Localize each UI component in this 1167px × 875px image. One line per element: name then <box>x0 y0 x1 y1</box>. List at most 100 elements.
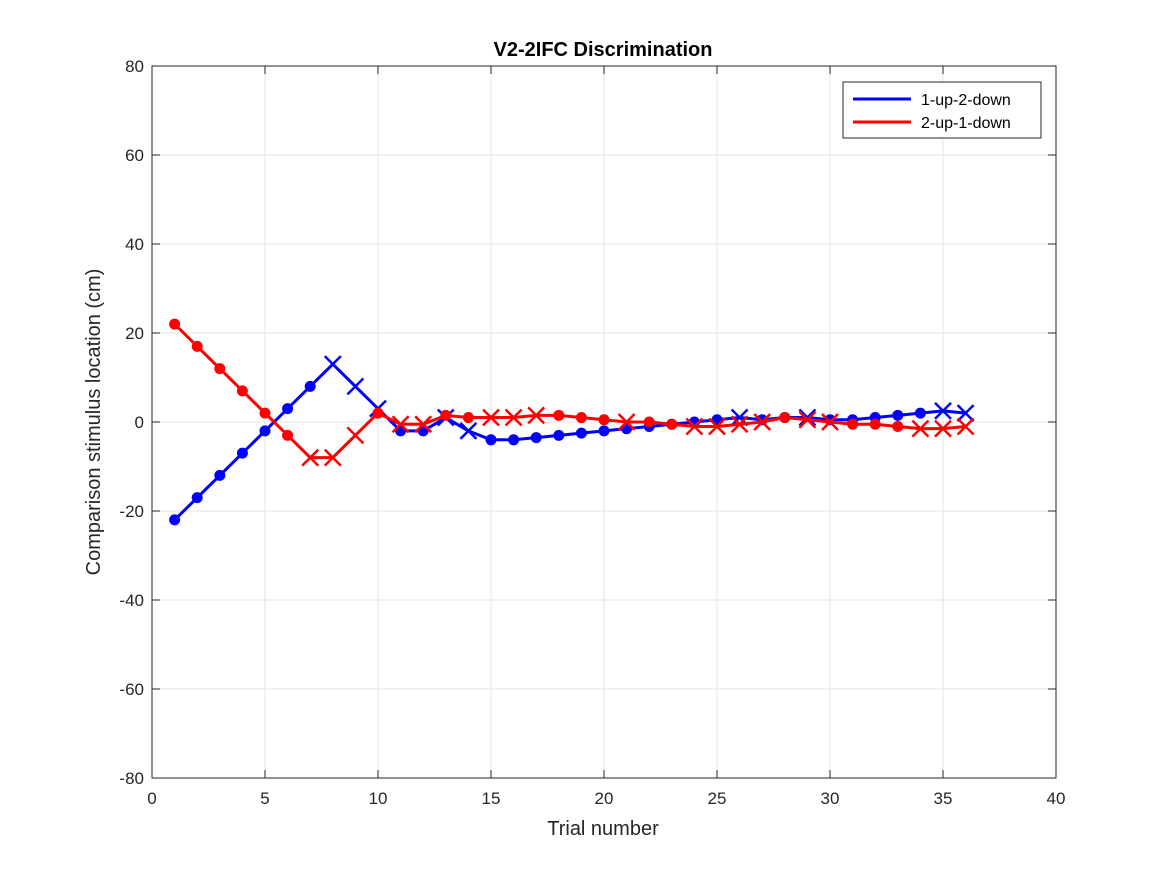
dot-marker <box>191 340 203 352</box>
dot-marker <box>892 409 904 421</box>
y-tick-label: -40 <box>119 591 144 610</box>
cross-marker <box>911 419 930 438</box>
dot-marker <box>191 492 203 504</box>
cross-stroke <box>301 448 320 467</box>
dot-marker <box>847 418 859 430</box>
cross-marker <box>459 422 478 440</box>
cross-stroke <box>685 417 704 436</box>
dot-marker <box>598 425 610 437</box>
x-tick-labels: 0 5 10 15 20 25 30 35 40 <box>147 789 1065 808</box>
dot-marker <box>869 418 881 430</box>
dot-marker <box>259 425 271 437</box>
dot-marker <box>372 407 384 419</box>
cross-marker <box>956 404 975 422</box>
dot-marker <box>214 469 226 481</box>
cross-stroke <box>956 417 975 436</box>
dot-marker <box>282 403 294 415</box>
dot-marker <box>282 429 294 441</box>
x-tick-label: 15 <box>482 789 501 808</box>
legend-label: 1-up-2-down <box>921 92 1011 109</box>
cross-marker <box>821 413 839 431</box>
y-tick-label: -60 <box>119 680 144 699</box>
dot-marker <box>553 409 565 421</box>
x-tick-label: 35 <box>934 789 953 808</box>
cross-marker <box>956 417 975 436</box>
cross-marker <box>346 426 365 445</box>
y-tick-label: 80 <box>125 57 144 76</box>
dot-marker <box>553 429 565 441</box>
dot-marker <box>485 434 497 446</box>
cross-marker <box>730 415 749 434</box>
chart-title: V2-2IFC Discrimination <box>494 39 713 61</box>
x-tick-label: 10 <box>369 789 388 808</box>
cross-marker <box>323 355 342 374</box>
cross-marker <box>798 408 817 427</box>
dot-marker <box>214 363 226 375</box>
cross-stroke <box>821 413 839 431</box>
dot-marker <box>462 412 474 424</box>
cross-stroke <box>956 404 975 422</box>
dot-marker <box>914 407 926 419</box>
axes <box>151 65 1057 779</box>
series-2 <box>169 318 975 467</box>
cross-marker <box>753 413 772 431</box>
dot-marker <box>666 418 678 430</box>
dot-marker <box>259 407 271 419</box>
dot-marker <box>643 416 655 428</box>
cross-stroke <box>617 413 636 431</box>
cross-stroke <box>346 426 365 445</box>
dot-marker <box>530 432 542 444</box>
cross-marker <box>391 415 410 434</box>
cross-stroke <box>798 408 817 427</box>
cross-stroke <box>798 410 817 429</box>
cross-stroke <box>708 417 726 436</box>
y-tick-label: 0 <box>135 413 144 432</box>
dot-marker <box>304 380 316 392</box>
x-axis-label: Trial number <box>547 818 659 840</box>
cross-stroke <box>730 408 749 427</box>
cross-marker <box>346 377 365 396</box>
dot-marker <box>575 427 587 439</box>
cross-stroke <box>911 419 930 438</box>
y-axis-label: Comparison stimulus location (cm) <box>83 269 105 576</box>
cross-marker <box>798 410 817 429</box>
legend-label: 2-up-1-down <box>921 115 1011 132</box>
cross-marker <box>934 419 952 438</box>
cross-stroke <box>391 415 410 434</box>
y-tick-label: -80 <box>119 769 144 788</box>
data-series <box>169 318 975 526</box>
y-tick-labels: -80 -60 -40 -20 0 20 40 60 80 <box>119 57 144 788</box>
dot-marker <box>236 447 248 459</box>
cross-marker <box>414 415 433 434</box>
cross-marker <box>617 413 636 431</box>
dot-marker <box>236 385 248 397</box>
cross-marker <box>527 406 546 425</box>
cross-marker <box>708 417 726 436</box>
x-tick-label: 30 <box>821 789 840 808</box>
cross-stroke <box>730 415 749 434</box>
dot-marker <box>779 412 791 424</box>
cross-stroke <box>323 355 342 374</box>
dot-marker <box>169 318 181 330</box>
y-tick-label: 60 <box>125 146 144 165</box>
x-tick-label: 0 <box>147 789 156 808</box>
cross-marker <box>482 408 500 427</box>
y-tick-label: 20 <box>125 324 144 343</box>
y-tick-label: 40 <box>125 235 144 254</box>
dot-marker <box>508 434 520 446</box>
x-tick-label: 20 <box>595 789 614 808</box>
dot-marker <box>440 409 452 421</box>
cross-marker <box>934 401 952 420</box>
x-tick-label: 25 <box>708 789 727 808</box>
cross-stroke <box>934 419 952 438</box>
cross-stroke <box>414 415 433 434</box>
dot-marker <box>598 414 610 426</box>
x-tick-label: 5 <box>260 789 269 808</box>
cross-stroke <box>459 422 478 440</box>
cross-marker <box>323 448 342 467</box>
cross-marker <box>301 448 320 467</box>
legend: 1-up-2-down 2-up-1-down <box>842 81 1042 139</box>
dot-marker <box>892 420 904 432</box>
